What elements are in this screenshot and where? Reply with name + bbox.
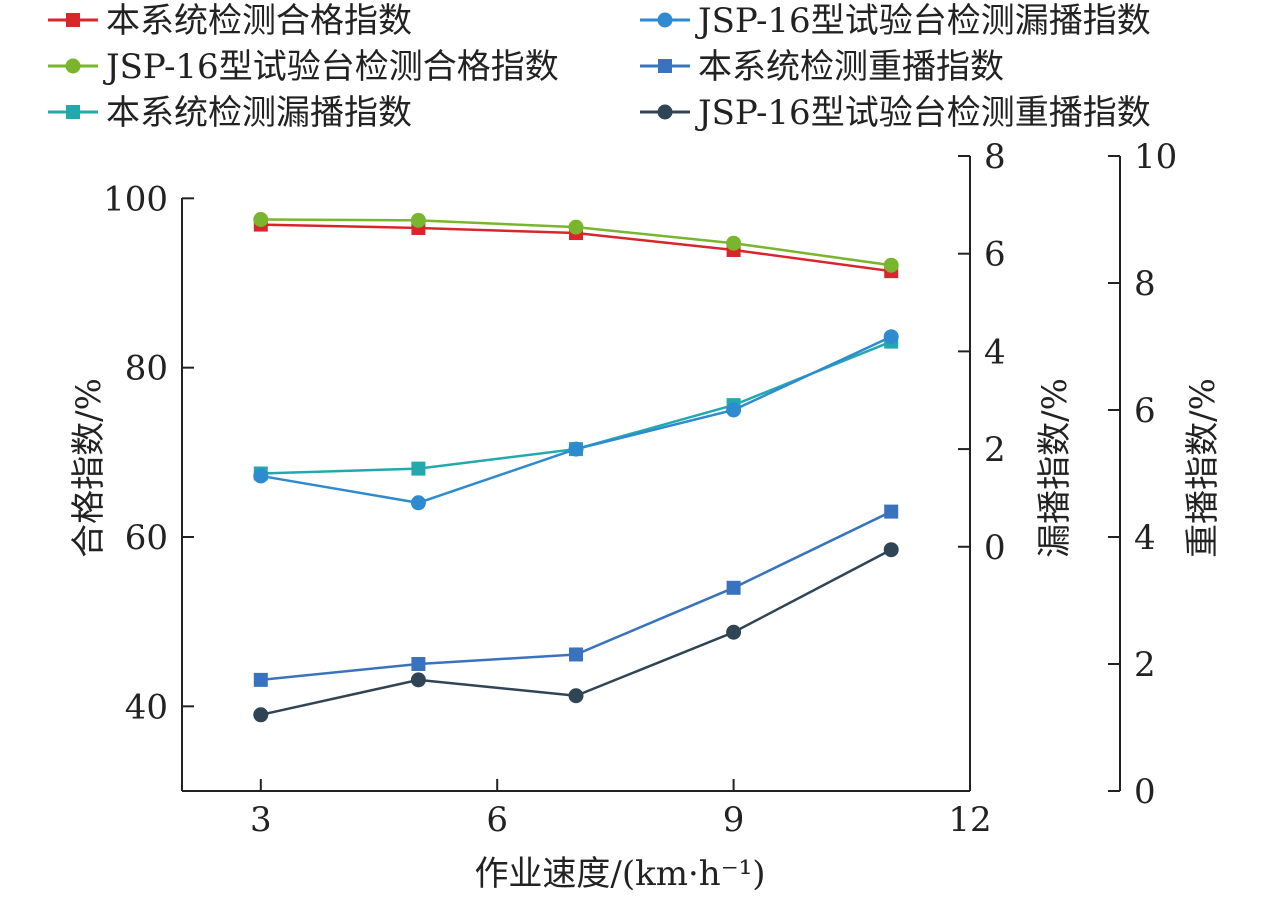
legend-label: JSP-16型试验台检测重播指数 — [695, 93, 1151, 133]
legend-item: 本系统检测重播指数 — [640, 47, 1004, 87]
series-5 — [253, 542, 899, 723]
right2-tick-label: 8 — [1134, 264, 1156, 304]
legend-item: 本系统检测合格指数 — [48, 1, 412, 41]
legend-label: JSP-16型试验台检测合格指数 — [103, 47, 559, 87]
series-4 — [253, 504, 899, 687]
series-line — [260, 335, 892, 505]
right1-tick-label: 4 — [984, 332, 1006, 372]
legend-marker — [66, 105, 80, 119]
right2-tick-label: 2 — [1134, 645, 1156, 685]
data-point — [726, 235, 742, 251]
data-point — [883, 542, 899, 558]
x-tick-label: 9 — [723, 800, 745, 840]
left-tick-label: 60 — [125, 518, 168, 558]
legend-item: JSP-16型试验台检测合格指数 — [48, 47, 559, 87]
right2-tick-label: 0 — [1134, 772, 1156, 812]
right1-tick-label: 2 — [984, 430, 1006, 470]
data-point — [726, 580, 741, 595]
right1-tick-label: 0 — [984, 528, 1006, 568]
left-axis-title: 合格指数/% — [69, 378, 109, 558]
right1-tick-label: 8 — [984, 137, 1006, 177]
data-point — [726, 402, 742, 418]
data-point — [883, 329, 899, 345]
data-point — [253, 707, 269, 723]
legend-label: 本系统检测漏播指数 — [106, 93, 412, 133]
left-tick-label: 100 — [103, 179, 168, 219]
legend-label: 本系统检测重播指数 — [698, 47, 1004, 87]
right-axis-replay-title: 重播指数/% — [1183, 378, 1223, 558]
right-axis-replay: 0 2 4 6 8 10 — [1108, 137, 1177, 812]
right-axis-leak-title: 漏播指数/% — [1035, 378, 1075, 558]
right-axis-leak: 0 2 4 6 8 — [958, 137, 1006, 791]
left-tick-label: 40 — [125, 687, 168, 727]
legend-label: 本系统检测合格指数 — [106, 1, 412, 41]
legend-marker — [657, 12, 673, 28]
data-point — [253, 672, 268, 687]
legend-item: JSP-16型试验台检测重播指数 — [640, 93, 1151, 133]
series-1 — [253, 212, 899, 273]
data-point — [410, 495, 426, 511]
right2-tick-label: 4 — [1134, 518, 1156, 558]
x-axis-title: 作业速度/(km·h⁻¹) — [474, 854, 765, 894]
x-tick-label: 6 — [486, 800, 508, 840]
data-point — [410, 672, 426, 688]
data-point — [411, 461, 426, 476]
right2-tick-label: 6 — [1134, 391, 1156, 431]
data-point — [726, 624, 742, 640]
right1-tick-label: 6 — [984, 235, 1006, 275]
data-point — [410, 212, 426, 228]
legend-item: JSP-16型试验台检测漏播指数 — [640, 1, 1151, 41]
legend-marker — [66, 13, 80, 27]
left-tick-label: 80 — [125, 349, 168, 389]
data-point — [884, 504, 899, 519]
data-point — [411, 657, 426, 671]
legend-marker — [658, 59, 672, 73]
legend-marker — [657, 104, 673, 120]
data-point — [569, 647, 583, 662]
left-axis: 40 60 80 100 — [103, 179, 194, 791]
x-tick-label: 3 — [250, 800, 272, 840]
x-axis: 3 6 9 12 — [182, 779, 992, 840]
legend-marker — [65, 58, 81, 74]
series-layer — [253, 212, 899, 723]
series-3 — [253, 329, 899, 511]
legend-item: 本系统检测漏播指数 — [48, 93, 412, 133]
legend-label: JSP-16型试验台检测漏播指数 — [695, 1, 1151, 41]
series-2 — [253, 334, 899, 481]
data-point — [253, 212, 269, 227]
data-point — [253, 468, 269, 484]
data-point — [883, 257, 899, 273]
data-point — [568, 688, 584, 704]
x-tick-label: 12 — [948, 800, 991, 840]
right2-tick-label: 10 — [1134, 137, 1177, 177]
data-point — [568, 441, 584, 457]
data-point — [568, 219, 584, 235]
